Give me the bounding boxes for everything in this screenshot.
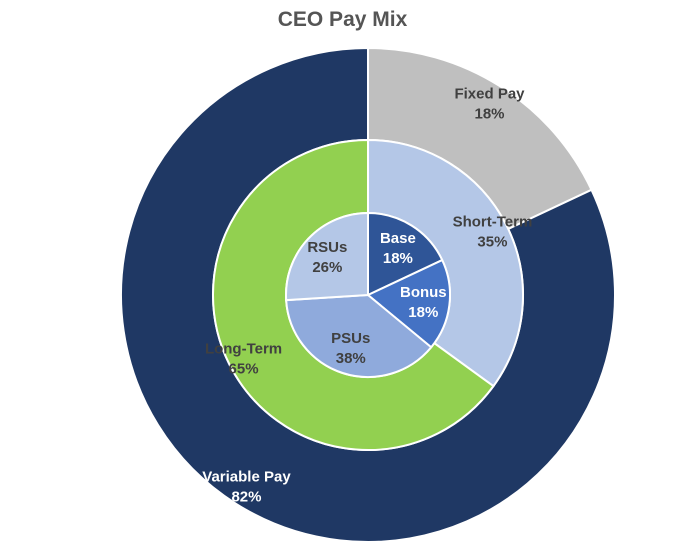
data-label-variable-pay: Variable Pay 82% <box>202 468 291 505</box>
data-label-name: Bonus <box>400 284 447 301</box>
data-label-base: Base 18% <box>380 230 416 267</box>
data-label-value: 35% <box>477 234 507 251</box>
slice-base <box>367 211 444 297</box>
data-label-long-term: Long-Term 65% <box>205 340 282 377</box>
data-label-value: 65% <box>229 360 259 377</box>
data-label-name: Variable Pay <box>202 468 291 485</box>
chart-title: CEO Pay Mix <box>277 8 408 31</box>
data-label-bonus: Bonus 18% <box>400 284 447 321</box>
data-label-name: PSUs <box>331 330 370 347</box>
data-label-name: RSUs <box>307 239 347 256</box>
data-label-name: Short-Term <box>453 214 533 231</box>
data-label-short-term: Short-Term 35% <box>453 214 533 251</box>
data-label-psus: PSUs 38% <box>331 330 370 367</box>
data-label-value: 18% <box>474 106 504 123</box>
slice-rsus <box>285 211 369 302</box>
data-label-value: 82% <box>231 488 261 505</box>
data-label-fixed-pay: Fixed Pay 18% <box>454 86 525 123</box>
data-label-name: Fixed Pay <box>454 86 525 103</box>
slice-psus <box>285 293 433 378</box>
data-label-rsus: RSUs 26% <box>307 239 347 276</box>
data-label-value: 38% <box>336 350 366 367</box>
data-label-value: 18% <box>383 250 413 267</box>
data-label-value: 18% <box>408 304 438 321</box>
data-label-name: Long-Term <box>205 340 282 357</box>
data-label-value: 26% <box>312 259 342 276</box>
data-label-name: Base <box>380 230 416 247</box>
slice-bonus <box>366 258 451 349</box>
